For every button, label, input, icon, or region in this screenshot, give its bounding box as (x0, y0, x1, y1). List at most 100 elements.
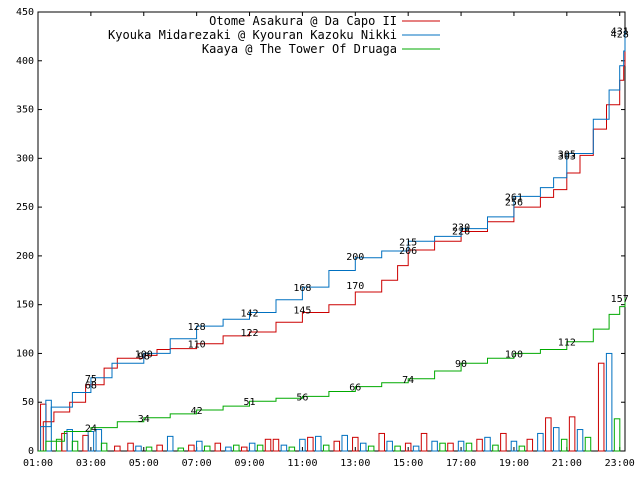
x-tick-label: 11:00 (287, 458, 317, 469)
bar (447, 442, 454, 452)
y-tick-label: 200 (16, 251, 34, 262)
bar (465, 442, 473, 452)
series-lines (38, 30, 626, 452)
data-label: 56 (296, 392, 308, 403)
data-label: 51 (244, 397, 256, 408)
data-label: 428 (611, 29, 629, 40)
y-tick-label: 450 (16, 7, 34, 18)
x-tick-label: 21:00 (552, 458, 582, 469)
series-line (38, 297, 626, 452)
y-tick-label: 0 (28, 446, 34, 457)
series-line (38, 30, 626, 452)
data-label: 142 (241, 308, 259, 319)
bar (82, 434, 89, 452)
bar (394, 445, 401, 452)
bar (315, 435, 322, 452)
data-label: 110 (188, 340, 206, 351)
data-label: 42 (191, 406, 203, 417)
x-tick-label: 07:00 (182, 458, 212, 469)
bar (568, 416, 576, 452)
bar (367, 445, 375, 452)
plot-frame (37, 11, 626, 452)
legend-label-1: Otome Asakura @ Da Capo II (209, 14, 397, 28)
data-label: 168 (293, 283, 311, 294)
bar (225, 446, 232, 452)
bar (420, 432, 428, 452)
bar (145, 446, 153, 452)
bar (352, 436, 359, 452)
bar (537, 432, 544, 452)
x-tick-label: 17:00 (446, 458, 476, 469)
data-label: 66 (349, 383, 361, 394)
bar (412, 445, 420, 452)
bar (203, 445, 211, 452)
bar (156, 444, 163, 452)
y-tick-label: 100 (16, 348, 34, 359)
bar (214, 442, 222, 452)
y-tick-label: 350 (16, 105, 34, 116)
bar (553, 427, 560, 452)
bar (359, 442, 367, 452)
legend-label-3: Kaaya @ The Tower Of Druaga (202, 42, 397, 56)
x-tick-label: 13:00 (340, 458, 370, 469)
bar (196, 440, 203, 452)
data-label: 145 (293, 306, 311, 317)
data-label: 226 (452, 227, 470, 238)
bar (386, 440, 393, 452)
bar (100, 442, 108, 452)
data-label: 261 (505, 192, 523, 203)
x-tick-label: 23:00 (605, 458, 635, 469)
x-tick-label: 05:00 (129, 458, 159, 469)
bar (457, 440, 465, 452)
series-line (38, 33, 626, 452)
histogram-bars (40, 352, 621, 452)
data-label: 206 (399, 246, 417, 257)
bar (280, 444, 288, 452)
bar (378, 432, 385, 452)
bar (510, 440, 518, 452)
bar (95, 429, 103, 452)
bar (613, 418, 621, 452)
x-tick-label: 15:00 (393, 458, 423, 469)
data-label: 90 (455, 359, 467, 370)
y-tick-label: 50 (22, 397, 34, 408)
legend: Otome Asakura @ Da Capo II Kyouka Midare… (108, 14, 440, 56)
data-label: 34 (138, 414, 150, 425)
data-label: 305 (558, 149, 576, 160)
y-tick-label: 250 (16, 202, 34, 213)
axis-ticks: 0 50 100 150 200 250 300 350 400 450 01:00 03:00 05:… (16, 7, 635, 469)
bar (272, 438, 280, 452)
data-label: 68 (85, 381, 97, 392)
bar (307, 436, 314, 452)
bar (188, 444, 195, 452)
y-tick-label: 400 (16, 56, 34, 67)
bar (484, 436, 491, 452)
bar (576, 429, 584, 452)
bar (127, 442, 134, 452)
bar (597, 362, 605, 452)
y-tick-label: 150 (16, 300, 34, 311)
bar (288, 446, 296, 452)
data-label: 74 (402, 375, 414, 386)
x-tick-label: 03:00 (76, 458, 106, 469)
data-label: 200 (346, 252, 364, 263)
data-label: 256 (505, 197, 523, 208)
data-label: 303 (558, 151, 576, 162)
x-tick-label: 19:00 (499, 458, 529, 469)
x-tick-label: 01:00 (23, 458, 53, 469)
data-label: 170 (346, 281, 364, 292)
data-label: 215 (399, 237, 417, 248)
bar (560, 438, 568, 452)
bar (431, 440, 438, 452)
bar (476, 438, 483, 452)
bar (177, 447, 185, 452)
data-label: 24 (85, 424, 97, 435)
data-label: 98 (138, 351, 150, 362)
bar (518, 445, 526, 452)
data-label: 112 (558, 338, 576, 349)
x-tick-label: 09:00 (234, 458, 264, 469)
bar (45, 399, 52, 452)
data-label: 431 (611, 27, 629, 38)
bar (404, 442, 412, 452)
